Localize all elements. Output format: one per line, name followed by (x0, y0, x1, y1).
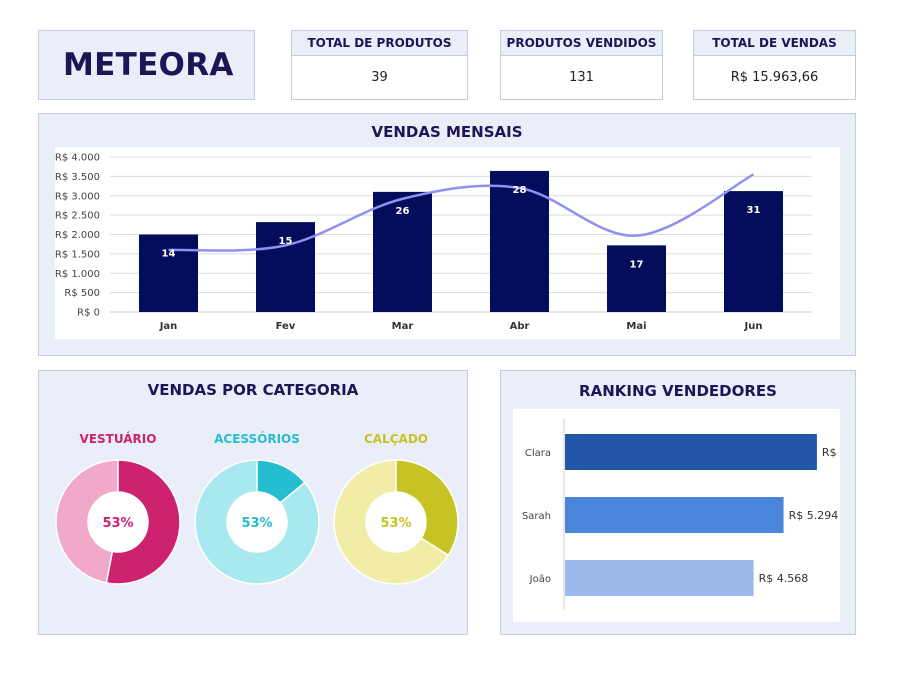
y-tick-label: R$ 1.500 (55, 249, 100, 260)
seller-value-label: R$ 5.294 (789, 509, 839, 522)
donut-center-label: 53% (102, 516, 133, 531)
bar-data-label: 14 (162, 249, 176, 260)
brand-logo: METEORA (38, 30, 255, 100)
donut-vestuario-label: VESTUÁRIO (79, 432, 157, 446)
y-tick-label: R$ 3.000 (55, 191, 100, 202)
kpi-value: R$ 15.963,66 (730, 70, 819, 85)
bar-mai (607, 245, 666, 312)
donut-calcado-label: CALÇADO (364, 432, 428, 446)
y-tick-label: R$ 2.000 (55, 230, 100, 241)
bar-jun (724, 191, 783, 312)
kpi-total-produtos: TOTAL DE PRODUTOS 39 (291, 30, 468, 100)
seller-name: João (529, 574, 551, 585)
y-tick-label: R$ 500 (64, 288, 100, 299)
y-tick-label: R$ 2.500 (55, 211, 100, 222)
kpi-value: 39 (371, 70, 388, 85)
ranking-panel: RANKING VENDEDORES Clara R$ 6.102 Sarah R$ … (500, 370, 872, 635)
kpi-label: TOTAL DE VENDAS (694, 31, 855, 56)
ranking-title: RANKING VENDEDORES (579, 382, 777, 400)
bar-mar (373, 191, 432, 312)
donut-share-slice (395, 459, 459, 557)
donut-center-label: 53% (380, 516, 411, 531)
category-title: VENDAS POR CATEGORIA (147, 381, 359, 399)
y-tick-label: R$ 3.500 (55, 172, 100, 183)
trendline (168, 173, 755, 252)
bar-data-label: 31 (747, 205, 761, 216)
kpi-total-vendas: TOTAL DE VENDAS R$ 15.963,66 (693, 30, 856, 100)
seller-name: Clara (525, 448, 551, 459)
brand-name: METEORA (63, 47, 234, 83)
seller-bar (565, 497, 784, 533)
bar-jan (139, 234, 198, 312)
donut-hole (366, 492, 426, 552)
seller-bar (565, 434, 817, 470)
donut-center-label: 53% (241, 516, 272, 531)
kpi-label: TOTAL DE PRODUTOS (292, 31, 467, 56)
ranking-chart: Clara R$ 6.102 Sarah R$ 5.294 João R$ 4.568 (522, 419, 872, 609)
seller-name: Sarah (522, 511, 551, 522)
x-tick-label: Abr (510, 321, 530, 332)
category-donut-chart: 53% 53% 53% (55, 459, 459, 585)
y-tick-label: R$ 1.000 (55, 269, 100, 280)
x-tick-label: Jan (159, 321, 178, 332)
kpi-value: 131 (569, 70, 594, 85)
donut-acessorios-label: ACESSÓRIOS (214, 432, 300, 446)
x-tick-label: Mar (392, 321, 414, 332)
monthly-sales-chart: R$ 0 R$ 500 R$ 1.000 R$ 1.500 R$ 2.000 R$ 2.5… (55, 153, 812, 332)
category-panel: VENDAS POR CATEGORIA VESTUÁRIO ACESSÓRIO… (38, 370, 468, 635)
donut-hole (88, 492, 148, 552)
x-tick-label: Fev (276, 321, 296, 332)
bar-data-label: 26 (396, 206, 410, 217)
kpi-produtos-vendidos: PRODUTOS VENDIDOS 131 (500, 30, 663, 100)
ranking-chart-area: Clara R$ 6.102 Sarah R$ 5.294 João R$ 4.568 (513, 409, 872, 622)
x-tick-label: Mai (626, 321, 646, 332)
seller-value-label: R$ 4.568 (759, 572, 809, 585)
bar-fev (256, 222, 315, 312)
monthly-sales-title: VENDAS MENSAIS (371, 123, 523, 141)
y-tick-label: R$ 4.000 (55, 153, 100, 164)
donut-remainder-slice (55, 459, 119, 584)
bar-data-label: 15 (279, 236, 293, 247)
seller-bar (565, 560, 754, 596)
bar-data-label: 17 (630, 259, 644, 270)
monthly-sales-chart-area: R$ 0 R$ 500 R$ 1.000 R$ 1.500 R$ 2.000 R$ 2.5… (55, 147, 840, 339)
seller-value-label: R$ 6.102 (822, 446, 840, 459)
kpi-label: PRODUTOS VENDIDOS (501, 31, 662, 56)
bar-data-label: 28 (513, 185, 527, 196)
monthly-sales-panel: VENDAS MENSAIS R$ 0 R$ 500 R$ 1.000 R$ 1.50… (38, 113, 856, 356)
donut-hole (227, 492, 287, 552)
y-tick-label: R$ 0 (77, 308, 100, 319)
x-tick-label: Jun (744, 321, 763, 332)
